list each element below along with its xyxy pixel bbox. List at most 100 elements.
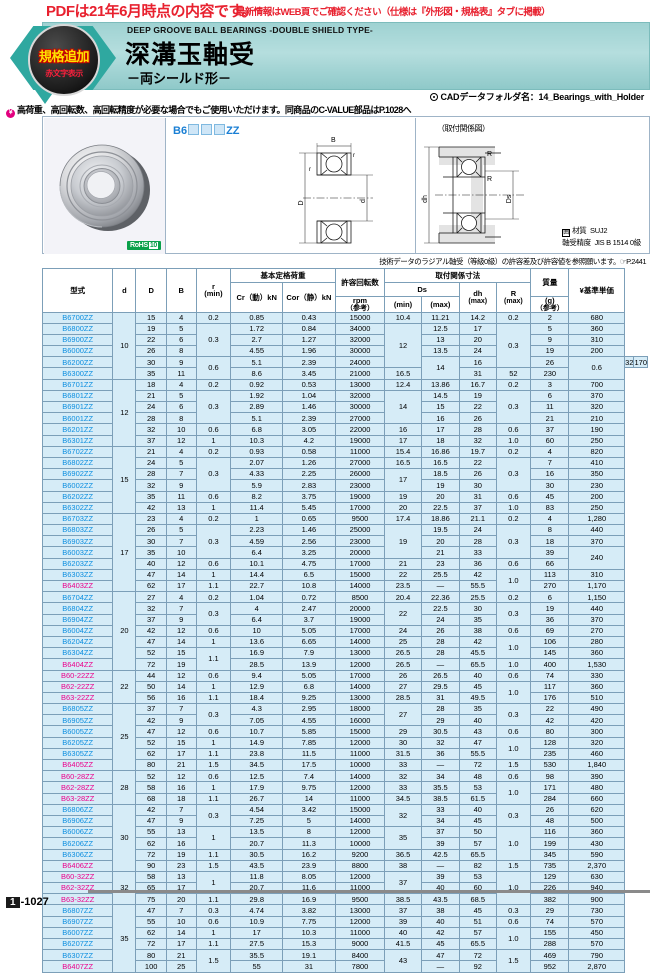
table-row[interactable]: B6807ZZ 35 47 7 0.3 4.74 3.82 13000 37 38 45 0.3 29 7… — [41, 904, 648, 973]
table-row[interactable]: B6701ZZ 12 18 4 0.2 0.92 0.53 13000 12.4 13.86 16.… — [41, 378, 648, 447]
table-row[interactable]: B6403ZZ 62 17 1.1 22.7 10.8 14000 23.5—55.5 270 1… — [41, 579, 648, 593]
cell-model[interactable]: B6802ZZ — [41, 456, 114, 470]
cell-model[interactable]: B60-32ZZ — [41, 870, 114, 884]
table-row[interactable]: B6001ZZ 28 8 5.1 2.39 27000 16 26 21 210 — [41, 412, 648, 425]
cell-model[interactable]: B6302ZZ — [41, 501, 114, 514]
cell-model[interactable]: B6903ZZ — [41, 535, 114, 548]
table-row[interactable]: B6805ZZ 25 37 7 0.3 4.3 2.95 18000 27 28 35 0.3 22 49… — [41, 703, 648, 772]
cell-model[interactable]: B6002ZZ — [41, 479, 114, 492]
table-row[interactable]: B6900ZZ 22 6 2.7 1.27 32000 13 20 9 310 — [41, 333, 648, 347]
cell-model[interactable]: B6806ZZ — [41, 803, 114, 816]
table-row[interactable]: B6803ZZ 26 5 0.3 2.23 1.46 25000 19 19.5 24 0.3 8 44… — [41, 524, 648, 559]
cell-model[interactable]: B63-32ZZ — [41, 893, 114, 906]
cell-model[interactable]: B6206ZZ — [41, 837, 114, 850]
table-row[interactable]: B6205ZZ 52 15 1 14.9 7.85 12000 30 32 47 1.0 128 320 — [41, 736, 648, 761]
cell-model[interactable]: B6203ZZ — [41, 557, 114, 570]
table-row[interactable]: B6203ZZ 40 12 0.6 10.1 4.75 17000 21 23 36 0.6 66 — [41, 557, 648, 570]
table-row[interactable]: B60-32ZZ 32 58 13 1 11.8 8.05 12000 37 39 53 1.0 129… — [41, 870, 648, 906]
cell-model[interactable]: B6901ZZ — [41, 400, 114, 414]
cell-model[interactable]: B6403ZZ — [41, 579, 114, 593]
cell-model[interactable]: B6805ZZ — [41, 703, 114, 716]
table-row[interactable]: B6700ZZ 10 15 4 0.2 0.85 0.43 15000 10.4 11.21 14.… — [41, 311, 648, 380]
cell-model[interactable]: B60-28ZZ — [41, 770, 114, 783]
cell-model[interactable]: B6001ZZ — [41, 412, 114, 425]
cell-model[interactable]: B6004ZZ — [41, 624, 114, 637]
table-row[interactable]: B6800ZZ 19 5 0.3 1.72 0.84 34000 12 12.5 17 0.3 5 36… — [41, 322, 648, 369]
cell-model[interactable]: B6303ZZ — [41, 568, 114, 582]
table-row[interactable]: B6404ZZ 72 19 28.5 13.9 12000 26.5—65.5 1.0 400 1… — [41, 658, 648, 671]
table-row[interactable]: B6206ZZ 62 16 20.7 11.3 10000 39 57 199 430 — [41, 837, 648, 850]
table-row[interactable]: B60-28ZZ 28 52 12 0.6 12.5 7.4 14000 32 34 48 0.6 98… — [41, 770, 648, 805]
table-row[interactable]: B6906ZZ 47 9 7.25 5 14000 34 45 48 500 — [41, 814, 648, 828]
cell-model[interactable]: B6003ZZ — [41, 546, 114, 559]
cell-static-load: 23.9 — [282, 859, 336, 872]
cell-model[interactable]: B6200ZZ — [41, 356, 114, 369]
table-row[interactable]: B6201ZZ 32 10 0.6 6.8 3.05 22000 16 17 28 0.6 37 190 — [41, 423, 648, 436]
cell-model[interactable]: B6404ZZ — [41, 658, 114, 671]
cell-model[interactable]: B63-28ZZ — [41, 792, 114, 805]
table-row[interactable]: B6804ZZ 32 7 0.3 4 2.47 20000 22 22.5 30 0.3 19 440 — [41, 602, 648, 626]
cell-static-load: 2.25 — [282, 468, 336, 481]
cell-model[interactable]: B63-22ZZ — [41, 691, 114, 705]
cell-model[interactable]: B62-22ZZ — [41, 680, 114, 693]
cell-model[interactable]: B6905ZZ — [41, 714, 114, 727]
cell-model[interactable]: B6700ZZ — [41, 311, 114, 324]
cell-model[interactable]: B6306ZZ — [41, 848, 114, 861]
table-row[interactable]: B6702ZZ 15 21 4 0.2 0.93 0.58 11000 15.4 16.86 19.… — [41, 445, 648, 514]
cell-model[interactable]: B6307ZZ — [41, 949, 114, 962]
cell-model[interactable]: B6701ZZ — [41, 378, 114, 391]
table-row[interactable]: B6202ZZ 35 11 0.6 8.2 3.75 19000 19 20 31 0.6 45 200 — [41, 490, 648, 503]
table-row[interactable]: B6305ZZ 62 17 1.1 23.8 11.5 11000 31.5 36 55.5 235… — [41, 747, 648, 761]
cell-model[interactable]: B6207ZZ — [41, 937, 114, 951]
table-row[interactable]: B6006ZZ 55 13 1 13.5 8 12000 35 37 50 1.0 116 360 — [41, 826, 648, 861]
table-row[interactable]: B6806ZZ 30 42 7 0.3 4.54 3.42 15000 32 33 40 0.3 26 6… — [41, 803, 648, 872]
cell-model[interactable]: B6305ZZ — [41, 747, 114, 761]
table-row[interactable]: B62-28ZZ 58 16 1 17.9 9.75 12000 33 35.5 53 1.0 171… — [41, 781, 648, 805]
cell-model[interactable]: B6703ZZ — [41, 512, 114, 526]
cell-model[interactable]: B6006ZZ — [41, 826, 114, 839]
table-row[interactable]: B6901ZZ 24 6 2.89 1.46 30000 15 22 11 320 — [41, 400, 648, 414]
cell-model[interactable]: B62-28ZZ — [41, 781, 114, 794]
cell-model[interactable]: B6702ZZ — [41, 445, 114, 458]
cell-model[interactable]: B6804ZZ — [41, 602, 114, 615]
cell-model[interactable]: B6900ZZ — [41, 333, 114, 347]
cell-model[interactable]: B6304ZZ — [41, 647, 114, 660]
cell-model[interactable]: B6704ZZ — [41, 591, 114, 604]
table-row[interactable]: B6300ZZ 35 11 8.6 3.45 21000 16.5 31 52 230 — [41, 367, 648, 380]
cell-model[interactable]: B6005ZZ — [41, 725, 114, 738]
table-row[interactable]: B6003ZZ 35 10 6.4 3.25 20000 21 33 39 240 — [41, 546, 648, 570]
cell-model[interactable]: B6000ZZ — [41, 345, 114, 358]
cell-model[interactable]: B6405ZZ — [41, 758, 114, 772]
cell-model[interactable]: B6204ZZ — [41, 635, 114, 649]
cell-model[interactable]: B6801ZZ — [41, 389, 114, 403]
table-row[interactable]: B6004ZZ 42 12 0.6 10 5.05 17000 24 26 38 0.6 69 270 — [41, 624, 648, 637]
cell-model[interactable]: B6300ZZ — [41, 367, 114, 380]
cell-model[interactable]: B6904ZZ — [41, 613, 114, 626]
cell-ds-max: 24 — [420, 613, 461, 626]
cell-model[interactable]: B6201ZZ — [41, 423, 114, 436]
table-row[interactable]: B6703ZZ 17 23 4 0.2 1 0.65 9500 17.4 18.86 21.1 0.2… — [41, 512, 648, 593]
cell-model[interactable]: B6205ZZ — [41, 736, 114, 749]
cell-model[interactable]: B6202ZZ — [41, 490, 114, 503]
cell-model[interactable]: B60-22ZZ — [41, 669, 114, 682]
cell-model[interactable]: B6800ZZ — [41, 322, 114, 335]
table-row[interactable]: B63-32ZZ 75 20 1.1 29.8 16.9 9500 38.5 43.5 68.5 3… — [41, 893, 648, 906]
table-row[interactable]: B6405ZZ 80 21 1.5 34.5 17.5 10000 33—72 1.5 530 1,… — [41, 758, 648, 772]
table-row[interactable]: B6000ZZ 26 8 4.55 1.96 30000 13.5 24 19 200 — [41, 345, 648, 358]
cell-model[interactable]: B6807ZZ — [41, 904, 114, 917]
cell-model[interactable]: B6406ZZ — [41, 859, 114, 872]
cell-model[interactable]: B6803ZZ — [41, 524, 114, 537]
cell-model[interactable]: B6301ZZ — [41, 434, 114, 447]
table-row[interactable]: B6303ZZ 47 14 1 14.4 6.5 15000 22 25.5 42 1.0 113 31… — [41, 568, 648, 593]
cell-model[interactable]: B6407ZZ — [41, 960, 114, 973]
table-row[interactable]: B6302ZZ 42 13 1 11.4 5.45 17000 20 22.5 37 1.0 83 25… — [41, 501, 648, 514]
table-row[interactable]: B63-22ZZ 56 16 1.1 18.4 9.25 13000 28.5 31 49.5 17… — [41, 691, 648, 705]
cell-width: 23 — [165, 859, 197, 872]
cell-model[interactable]: B6902ZZ — [41, 468, 114, 481]
table-row[interactable]: B6005ZZ 47 12 0.6 10.7 5.85 15000 29 30.5 43 0.6 80… — [41, 725, 648, 738]
cell-model[interactable]: B6007ZZ — [41, 926, 114, 940]
table-row[interactable]: B6704ZZ 20 27 4 0.2 1.04 0.72 8500 20.4 22.36 25.5… — [41, 591, 648, 671]
table-row[interactable]: B6905ZZ 42 9 7.05 4.55 16000 29 40 42 420 — [41, 714, 648, 727]
table-row[interactable]: B60-22ZZ 22 44 12 0.6 9.4 5.05 17000 26 26.5 40 0.6… — [41, 669, 648, 705]
cell-model[interactable]: B6906ZZ — [41, 814, 114, 828]
